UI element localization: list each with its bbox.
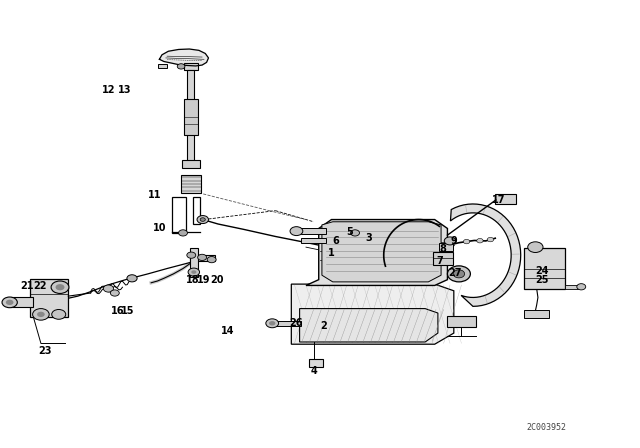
FancyBboxPatch shape bbox=[187, 70, 195, 166]
FancyBboxPatch shape bbox=[190, 255, 216, 260]
Circle shape bbox=[351, 230, 360, 236]
FancyBboxPatch shape bbox=[495, 194, 516, 204]
Text: 7: 7 bbox=[436, 255, 443, 266]
Text: 20: 20 bbox=[210, 275, 223, 284]
Polygon shape bbox=[322, 222, 441, 282]
Circle shape bbox=[56, 284, 65, 290]
Circle shape bbox=[577, 284, 586, 290]
Circle shape bbox=[198, 254, 207, 260]
Text: 19: 19 bbox=[197, 275, 211, 284]
Circle shape bbox=[419, 254, 425, 258]
Text: 1: 1 bbox=[328, 248, 335, 258]
FancyBboxPatch shape bbox=[309, 359, 323, 367]
Polygon shape bbox=[300, 309, 438, 342]
Circle shape bbox=[477, 238, 483, 243]
FancyBboxPatch shape bbox=[565, 285, 578, 289]
Text: 12: 12 bbox=[102, 86, 115, 95]
Text: 25: 25 bbox=[535, 275, 548, 285]
Text: 10: 10 bbox=[153, 224, 166, 233]
Circle shape bbox=[487, 237, 493, 242]
Circle shape bbox=[52, 310, 66, 319]
Circle shape bbox=[207, 257, 216, 263]
Polygon shape bbox=[291, 284, 454, 344]
Text: 2: 2 bbox=[320, 321, 326, 332]
Text: 6: 6 bbox=[332, 236, 339, 246]
Circle shape bbox=[179, 230, 188, 236]
Circle shape bbox=[187, 252, 196, 258]
FancyBboxPatch shape bbox=[182, 160, 200, 168]
FancyBboxPatch shape bbox=[447, 316, 476, 327]
FancyBboxPatch shape bbox=[438, 243, 452, 251]
Circle shape bbox=[433, 247, 440, 252]
Circle shape bbox=[33, 309, 49, 320]
Circle shape bbox=[103, 285, 113, 292]
Circle shape bbox=[110, 290, 119, 296]
Circle shape bbox=[188, 268, 200, 276]
Text: 8: 8 bbox=[440, 244, 447, 254]
Circle shape bbox=[191, 270, 196, 274]
Circle shape bbox=[200, 218, 205, 221]
Text: 11: 11 bbox=[148, 190, 161, 200]
FancyBboxPatch shape bbox=[524, 310, 549, 319]
Text: 9: 9 bbox=[451, 236, 457, 246]
FancyBboxPatch shape bbox=[11, 297, 33, 307]
FancyBboxPatch shape bbox=[433, 252, 452, 265]
FancyBboxPatch shape bbox=[30, 279, 68, 317]
Text: 21: 21 bbox=[20, 281, 34, 291]
Circle shape bbox=[127, 275, 137, 282]
Polygon shape bbox=[159, 49, 209, 66]
FancyBboxPatch shape bbox=[301, 238, 326, 243]
Text: 16: 16 bbox=[111, 306, 125, 316]
Circle shape bbox=[453, 270, 465, 278]
Text: 27: 27 bbox=[449, 268, 462, 278]
Circle shape bbox=[449, 242, 455, 247]
Circle shape bbox=[266, 319, 278, 328]
Polygon shape bbox=[306, 220, 447, 285]
Text: 15: 15 bbox=[121, 306, 134, 316]
Circle shape bbox=[444, 237, 456, 245]
FancyBboxPatch shape bbox=[157, 64, 167, 68]
Circle shape bbox=[37, 312, 45, 317]
Circle shape bbox=[447, 266, 470, 282]
Circle shape bbox=[463, 239, 470, 244]
Text: 17: 17 bbox=[492, 194, 505, 205]
Circle shape bbox=[2, 297, 17, 308]
FancyBboxPatch shape bbox=[181, 175, 202, 193]
FancyBboxPatch shape bbox=[184, 63, 198, 70]
FancyBboxPatch shape bbox=[274, 321, 301, 326]
Circle shape bbox=[528, 242, 543, 253]
Text: 13: 13 bbox=[118, 86, 131, 95]
Text: 3: 3 bbox=[365, 233, 372, 243]
Circle shape bbox=[177, 64, 185, 69]
Circle shape bbox=[6, 300, 13, 305]
Circle shape bbox=[51, 281, 69, 293]
Circle shape bbox=[269, 321, 275, 326]
Circle shape bbox=[290, 227, 303, 236]
Text: 24: 24 bbox=[535, 266, 548, 276]
Circle shape bbox=[197, 215, 209, 224]
Text: 18: 18 bbox=[186, 275, 200, 284]
Text: 2C003952: 2C003952 bbox=[526, 423, 566, 432]
Text: 26: 26 bbox=[289, 318, 303, 328]
FancyBboxPatch shape bbox=[190, 248, 198, 276]
FancyBboxPatch shape bbox=[524, 249, 565, 289]
Text: 4: 4 bbox=[310, 366, 317, 376]
Text: 5: 5 bbox=[347, 227, 353, 237]
Text: 14: 14 bbox=[221, 326, 234, 336]
Text: 22: 22 bbox=[33, 281, 46, 291]
FancyBboxPatch shape bbox=[184, 99, 198, 135]
Polygon shape bbox=[451, 204, 521, 306]
FancyBboxPatch shape bbox=[301, 228, 326, 234]
Text: 23: 23 bbox=[38, 346, 51, 356]
